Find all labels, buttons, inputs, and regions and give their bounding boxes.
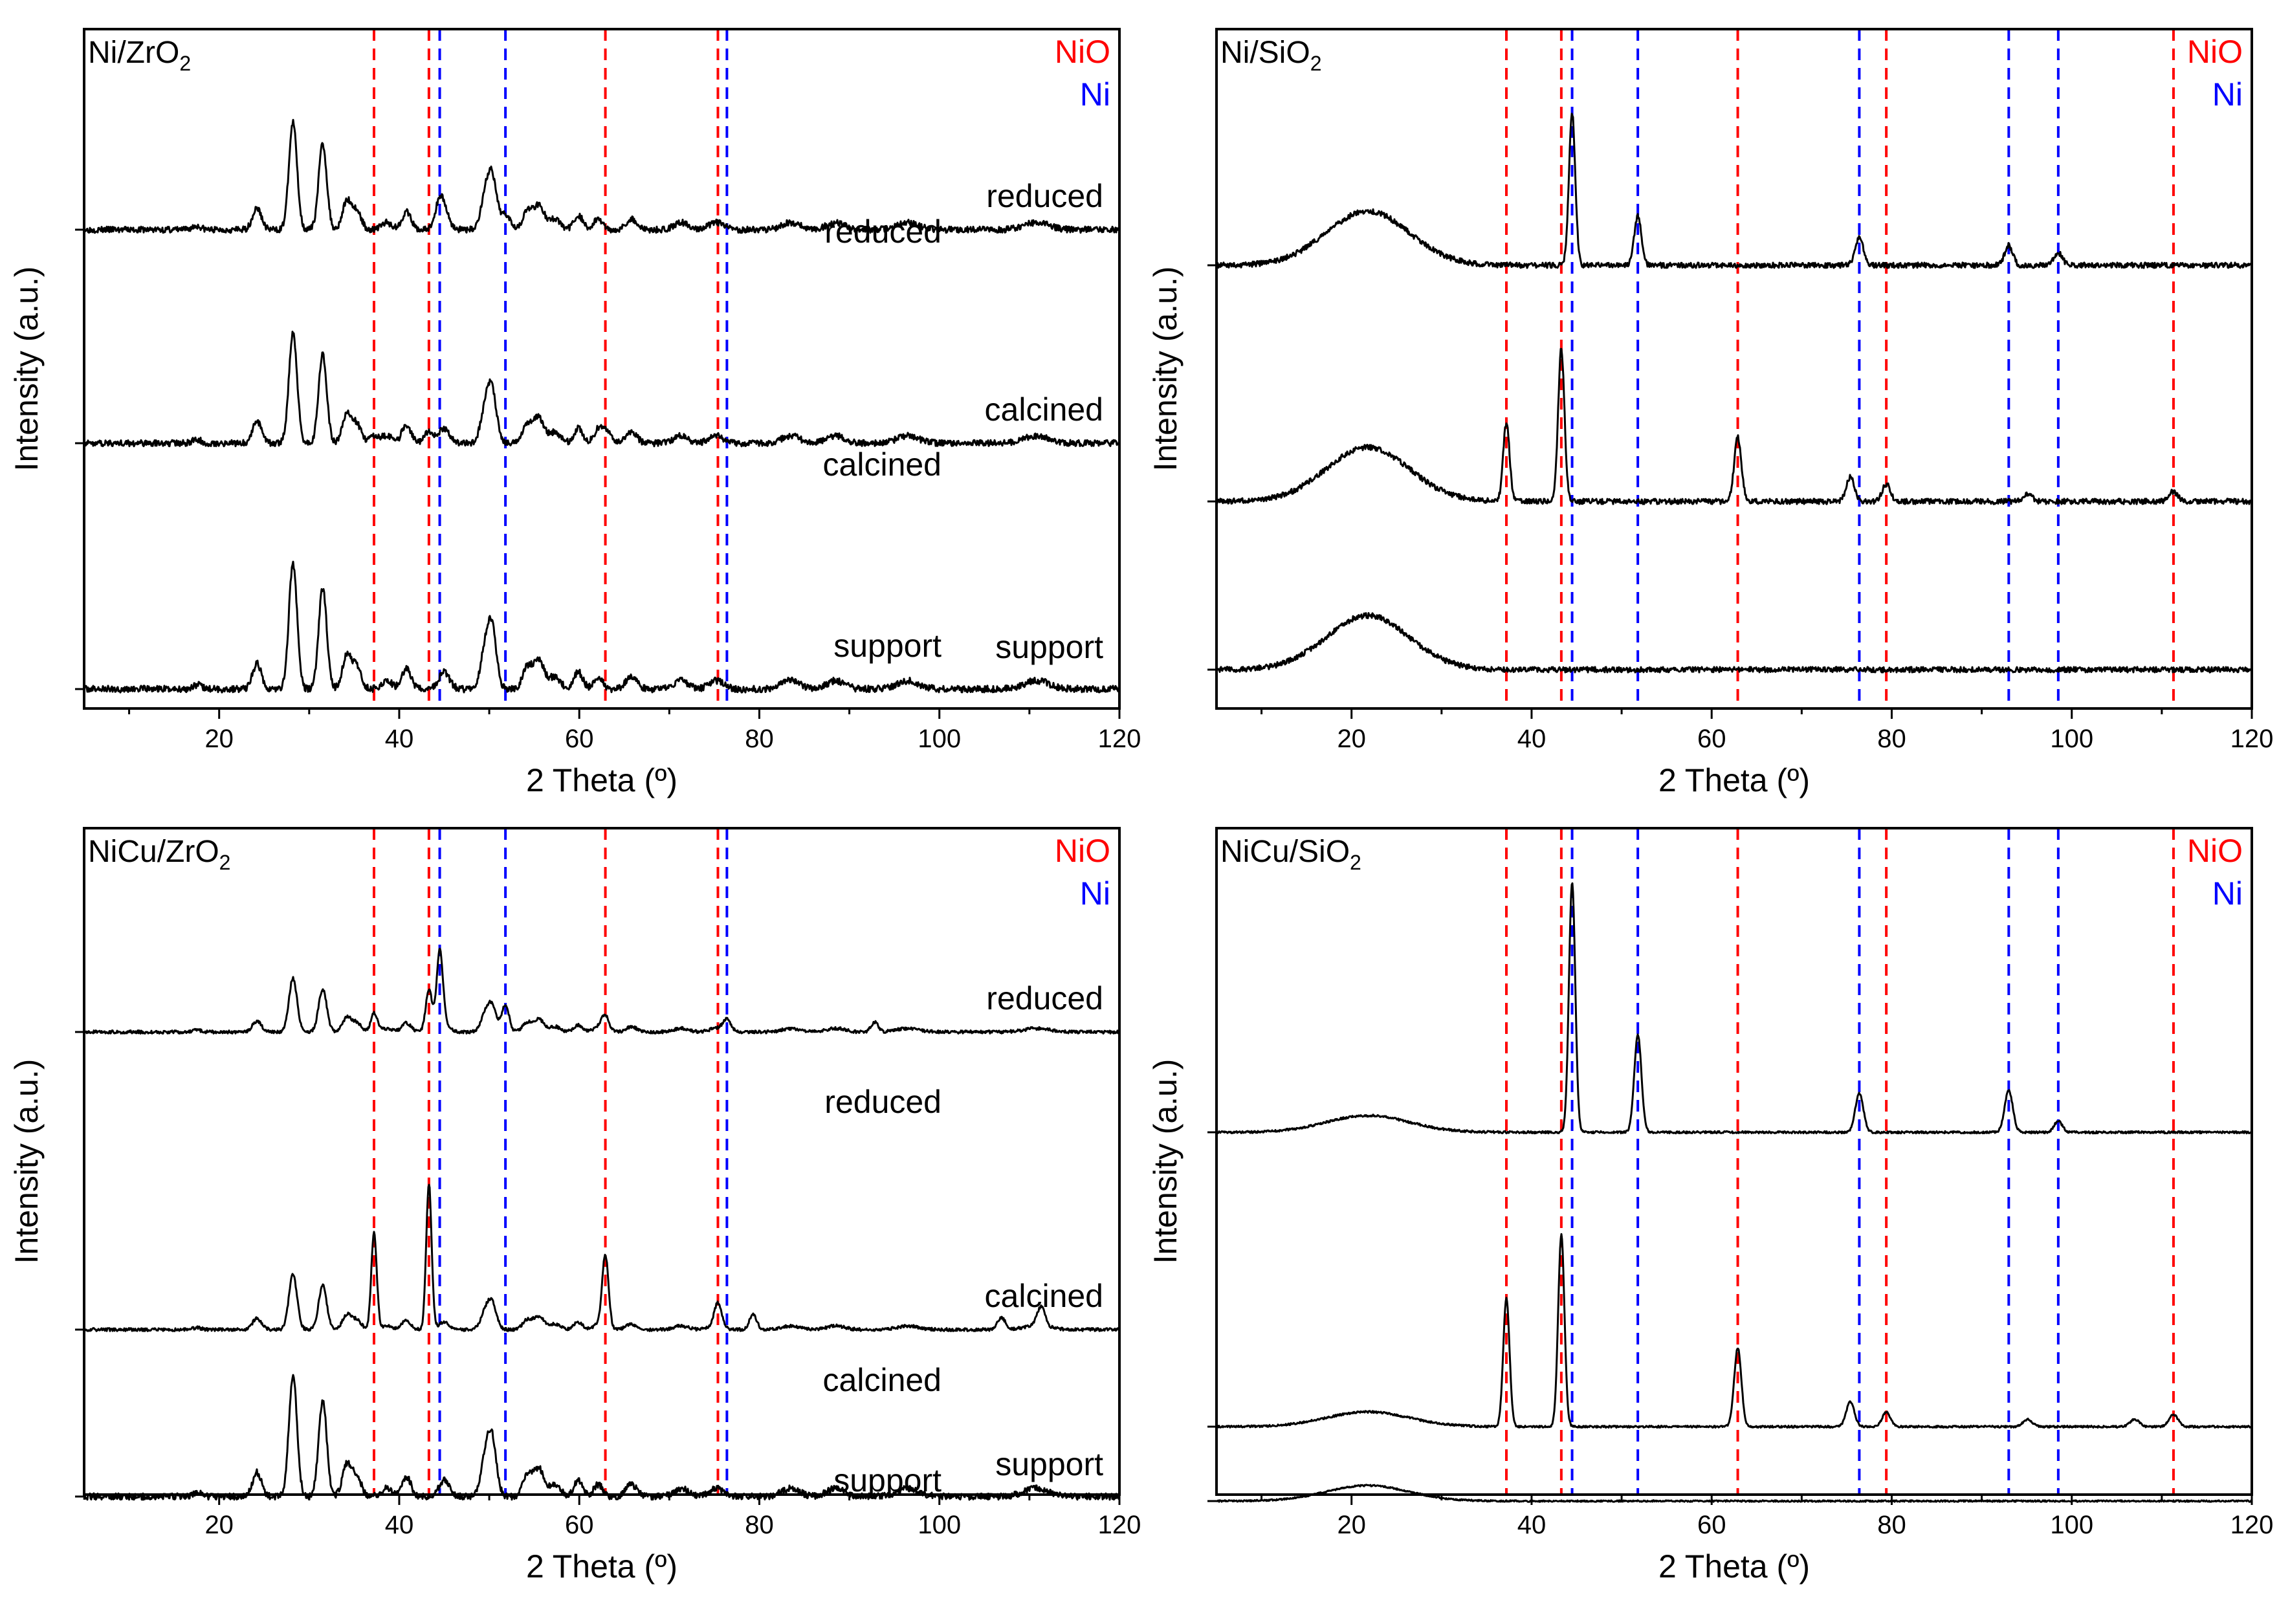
x-tick-label: 120 — [1098, 725, 1141, 753]
x-tick-label: 40 — [1517, 725, 1547, 753]
trace-reduced — [1215, 113, 2253, 269]
x-tick-label: 100 — [2050, 725, 2093, 753]
x-tick-label: 100 — [918, 1511, 961, 1539]
trace-label-calcined: calcined — [823, 446, 941, 483]
x-tick-label: 100 — [918, 725, 961, 753]
trace-label-support: support — [995, 1446, 1103, 1482]
chart-panel-2: reduced calcined support 20 40 60 80 100 120 2 Th… — [823, 28, 2274, 798]
trace-label-calcined: calcined — [985, 391, 1103, 428]
legend-ni: Ni — [2212, 76, 2243, 113]
plot-frame — [1215, 827, 2253, 1496]
legend-ni: Ni — [1080, 875, 1110, 912]
x-axis-label: 2 Theta (º) — [526, 762, 677, 798]
trace-label-reduced: reduced — [986, 980, 1103, 1016]
legend-ni: Ni — [1080, 76, 1110, 113]
x-tick-label: 120 — [1098, 1511, 1141, 1539]
x-tick-label: 20 — [204, 1511, 234, 1539]
legend-ni: Ni — [2212, 875, 2243, 912]
trace-support — [1215, 1484, 2253, 1503]
x-axis-label: 2 Theta (º) — [526, 1548, 677, 1585]
plot-frame — [1215, 28, 2253, 710]
x-tick-label: 80 — [1877, 1511, 1906, 1539]
plot-frame — [83, 28, 1121, 710]
plot-frame — [83, 827, 1121, 1496]
trace-label-support: support — [833, 1462, 941, 1498]
trace-reduced — [1216, 882, 2253, 1135]
trace-support — [83, 560, 1121, 694]
x-tick-label: 60 — [1697, 725, 1726, 753]
trace-label-support: support — [833, 628, 941, 664]
x-tick-label: 40 — [385, 1511, 414, 1539]
trace-support — [1215, 612, 2253, 674]
x-tick-label: 120 — [2230, 1511, 2274, 1539]
x-tick-label: 20 — [204, 725, 234, 753]
y-axis-label: Intensity (a.u.) — [8, 267, 45, 472]
chart-panel-3: reduced calcined support 20 40 60 80 100 120 2 Th… — [8, 827, 1141, 1585]
chart-panel-4: reduced calcined support 20 40 60 80 100 120 2 Th… — [823, 827, 2274, 1585]
y-axis-label: Intensity (a.u.) — [1147, 1059, 1184, 1264]
legend-nio: NiO — [2187, 34, 2243, 70]
trace-calcined — [1216, 1233, 2252, 1429]
legend-nio: NiO — [1055, 34, 1110, 70]
panel-title: NiCu/ZrO2 — [88, 835, 230, 874]
trace-calcined — [83, 1183, 1120, 1332]
trace-label-reduced: reduced — [824, 1084, 941, 1120]
x-tick-label: 20 — [1337, 725, 1366, 753]
chart-panel-1: reduced calcined support 20 40 60 80 100 120 2 Th… — [8, 28, 1141, 798]
trace-label-calcined: calcined — [823, 1362, 941, 1398]
y-axis-label: Intensity (a.u.) — [8, 1059, 45, 1264]
trace-label-support: support — [995, 629, 1103, 665]
trace-reduced — [83, 118, 1121, 234]
trace-label-calcined: calcined — [985, 1278, 1103, 1314]
x-tick-label: 80 — [745, 725, 774, 753]
legend-nio: NiO — [2187, 833, 2243, 869]
x-tick-label: 120 — [2230, 725, 2274, 753]
panel-title: Ni/ZrO2 — [88, 36, 191, 75]
trace-label-reduced: reduced — [986, 178, 1103, 214]
trace-reduced — [83, 947, 1121, 1035]
x-axis-label: 2 Theta (º) — [1658, 762, 1810, 798]
x-tick-label: 40 — [385, 725, 414, 753]
legend-nio: NiO — [1055, 833, 1110, 869]
panel-title: Ni/SiO2 — [1220, 36, 1321, 75]
y-axis-label: Intensity (a.u.) — [1147, 267, 1184, 472]
x-tick-label: 40 — [1517, 1511, 1547, 1539]
x-axis-label: 2 Theta (º) — [1658, 1548, 1810, 1585]
x-tick-label: 60 — [565, 725, 594, 753]
trace-calcined — [83, 331, 1120, 448]
x-tick-label: 100 — [2050, 1511, 2093, 1539]
trace-support — [83, 1374, 1121, 1501]
x-tick-label: 80 — [745, 1511, 774, 1539]
panel-title: NiCu/SiO2 — [1220, 835, 1361, 874]
x-tick-label: 60 — [565, 1511, 594, 1539]
trace-calcined — [1215, 347, 2252, 505]
trace-label-reduced: reduced — [824, 214, 941, 250]
x-tick-label: 80 — [1877, 725, 1906, 753]
x-tick-label: 20 — [1337, 1511, 1366, 1539]
x-tick-label: 60 — [1697, 1511, 1726, 1539]
